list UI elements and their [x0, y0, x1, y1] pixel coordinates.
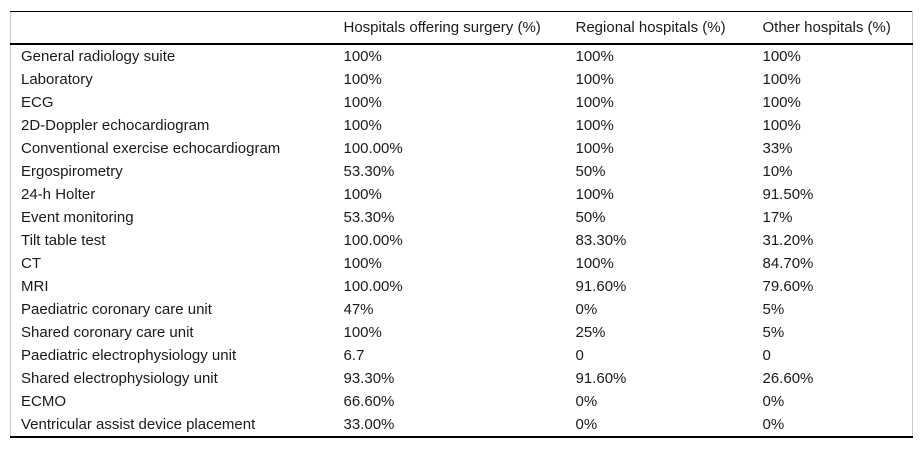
- cell-value: 100%: [575, 71, 614, 88]
- table-row: Tilt table test 100.00% 83.30% 31.20%: [11, 229, 913, 252]
- cell-value: 50%: [575, 163, 606, 180]
- row-label: General radiology suite: [21, 48, 176, 65]
- header-row: Hospitals offering surgery (%) Regional …: [10, 11, 913, 45]
- cell-value: 91.60%: [575, 278, 627, 295]
- cell-value: 53.30%: [343, 209, 395, 226]
- row-label: Tilt table test: [21, 232, 106, 249]
- cell-value: 5%: [762, 324, 785, 341]
- cell-value: 100%: [575, 117, 614, 134]
- cell-value: 100%: [762, 71, 801, 88]
- cell-value: 26.60%: [762, 370, 814, 387]
- table-row: Event monitoring 53.30% 50% 17%: [11, 206, 913, 229]
- table-row: Ergospirometry 53.30% 50% 10%: [11, 160, 913, 183]
- cell-value: 31.20%: [762, 232, 814, 249]
- table-row: 24-h Holter 100% 100% 91.50%: [11, 183, 913, 206]
- cell-value: 0%: [575, 416, 598, 433]
- cell-value: 66.60%: [343, 393, 395, 410]
- cell-value: 100%: [343, 186, 382, 203]
- cell-value: 79.60%: [762, 278, 814, 295]
- cell-value: 100%: [343, 48, 382, 65]
- header-cell-regional-hospitals: Regional hospitals (%): [575, 11, 763, 45]
- cell-value: 17%: [762, 209, 793, 226]
- cell-value: 100.00%: [343, 140, 403, 157]
- cell-value: 100.00%: [343, 278, 403, 295]
- cell-value: 10%: [762, 163, 793, 180]
- cell-value: 83.30%: [575, 232, 627, 249]
- cell-value: 100.00%: [343, 232, 403, 249]
- row-label: Shared electrophysiology unit: [21, 370, 218, 387]
- cell-value: 100%: [575, 186, 614, 203]
- table-row: General radiology suite 100% 100% 100%: [11, 44, 913, 68]
- row-label: Event monitoring: [21, 209, 134, 226]
- header-cell-surgery-hospitals: Hospitals offering surgery (%): [343, 11, 576, 45]
- cell-value: 100%: [343, 71, 382, 88]
- table-row: Paediatric electrophysiology unit 6.7 0 0: [11, 344, 913, 367]
- cell-value: 47%: [343, 301, 374, 318]
- cell-value: 100%: [762, 48, 801, 65]
- row-label: 24-h Holter: [21, 186, 96, 203]
- row-label: Shared coronary care unit: [21, 324, 194, 341]
- table-row: Ventricular assist device placement 33.00…: [11, 413, 913, 437]
- cell-value: 100%: [343, 255, 382, 272]
- row-label: Paediatric electrophysiology unit: [21, 347, 237, 364]
- row-label: Ergospirometry: [21, 163, 123, 180]
- cell-value: 6.7: [343, 347, 365, 364]
- cell-value: 91.60%: [575, 370, 627, 387]
- row-label: ECMO: [21, 393, 66, 410]
- cell-value: 100%: [575, 255, 614, 272]
- row-label: ECG: [21, 94, 54, 111]
- row-label: MRI: [21, 278, 49, 295]
- cell-value: 0%: [762, 416, 785, 433]
- table-row: 2D-Doppler echocardiogram 100% 100% 100%: [11, 114, 913, 137]
- cell-value: 0%: [762, 393, 785, 410]
- table-row: Shared electrophysiology unit 93.30% 91.60…: [11, 367, 913, 390]
- table-row: MRI 100.00% 91.60% 79.60%: [11, 275, 913, 298]
- cell-value: 100%: [575, 140, 614, 157]
- cell-value: 93.30%: [343, 370, 395, 387]
- row-label: Ventricular assist device placement: [21, 416, 256, 433]
- hospital-facilities-table: Hospitals offering surgery (%) Regional …: [10, 11, 913, 438]
- row-label: Paediatric coronary care unit: [21, 301, 212, 318]
- cell-value: 100%: [343, 117, 382, 134]
- cell-value: 100%: [762, 117, 801, 134]
- row-label: Laboratory: [21, 71, 93, 88]
- cell-value: 0%: [575, 393, 598, 410]
- table-row: ECG 100% 100% 100%: [11, 91, 913, 114]
- table-body: General radiology suite 100% 100% 100% Labor…: [11, 44, 913, 437]
- row-label: 2D-Doppler echocardiogram: [21, 117, 210, 134]
- table-header: Hospitals offering surgery (%) Regional …: [10, 11, 913, 45]
- cell-value: 100%: [762, 94, 801, 111]
- cell-value: 0: [575, 347, 584, 364]
- cell-value: 100%: [343, 324, 382, 341]
- cell-value: 100%: [575, 94, 614, 111]
- cell-value: 0%: [575, 301, 598, 318]
- cell-value: 25%: [575, 324, 606, 341]
- header-cell-other-hospitals: Other hospitals (%): [762, 11, 913, 45]
- cell-value: 100%: [343, 94, 382, 111]
- cell-value: 53.30%: [343, 163, 395, 180]
- table-row: ECMO 66.60% 0% 0%: [11, 390, 913, 413]
- row-label: CT: [21, 255, 41, 272]
- cell-value: 91.50%: [762, 186, 814, 203]
- table-row: Laboratory 100% 100% 100%: [11, 68, 913, 91]
- table-row: Conventional exercise echocardiogram 100.…: [11, 137, 913, 160]
- table-row: Paediatric coronary care unit 47% 0% 5%: [11, 298, 913, 321]
- cell-value: 50%: [575, 209, 606, 226]
- cell-value: 5%: [762, 301, 785, 318]
- cell-value: 84.70%: [762, 255, 814, 272]
- row-label: Conventional exercise echocardiogram: [21, 140, 281, 157]
- cell-value: 0: [762, 347, 771, 364]
- cell-value: 33%: [762, 140, 793, 157]
- header-cell-empty: [10, 11, 344, 45]
- table-row: Shared coronary care unit 100% 25% 5%: [11, 321, 913, 344]
- table-row: CT 100% 100% 84.70%: [11, 252, 913, 275]
- cell-value: 33.00%: [343, 416, 395, 433]
- cell-value: 100%: [575, 48, 614, 65]
